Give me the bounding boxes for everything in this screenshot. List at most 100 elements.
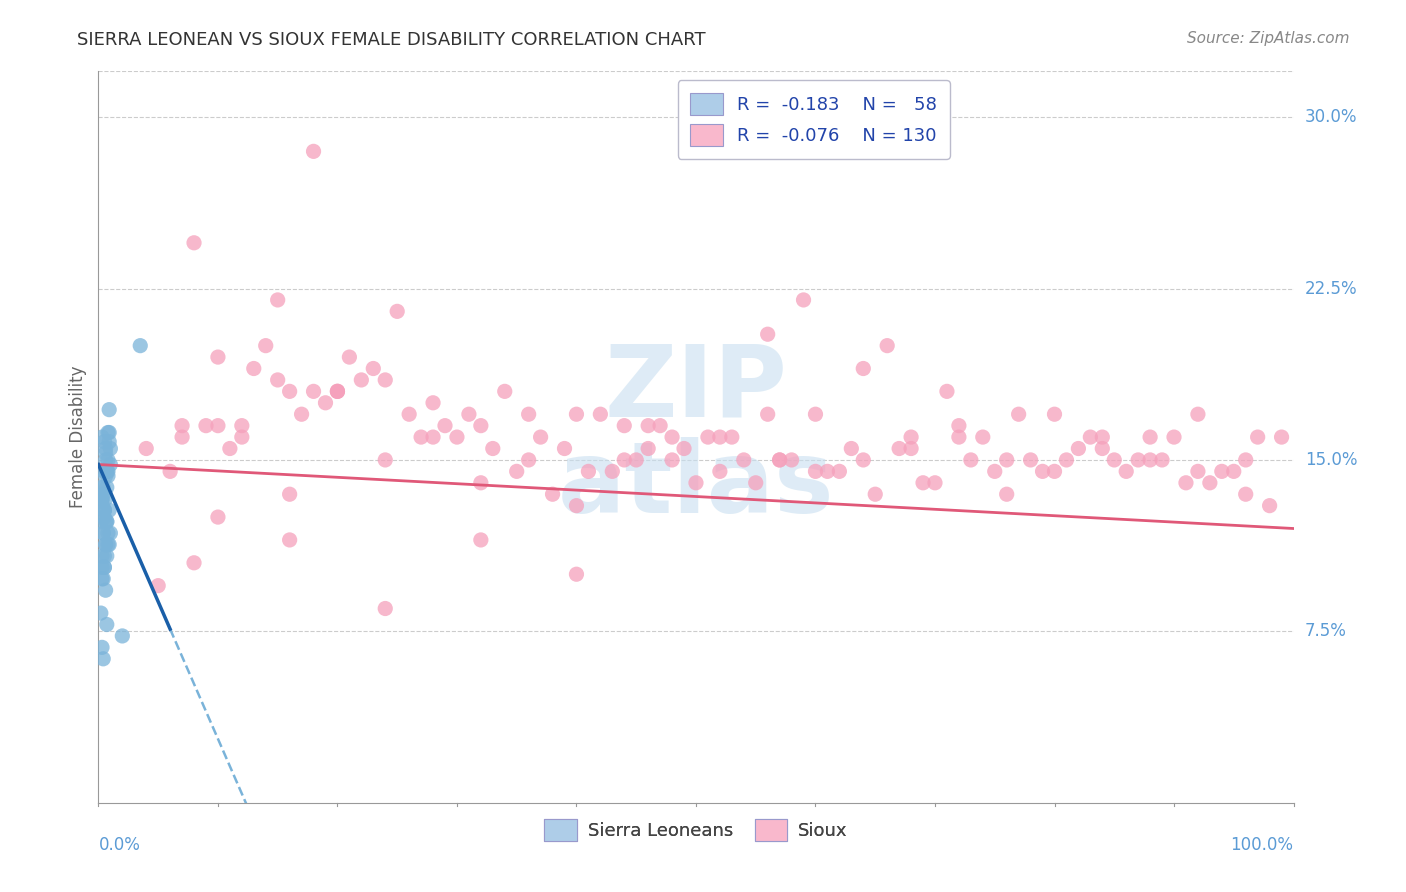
Point bbox=[1175, 475, 1198, 490]
Text: 22.5%: 22.5% bbox=[1305, 279, 1357, 298]
Legend: Sierra Leoneans, Sioux: Sierra Leoneans, Sioux bbox=[537, 812, 855, 848]
Point bbox=[972, 430, 994, 444]
Point bbox=[91, 526, 114, 541]
Point bbox=[1091, 442, 1114, 456]
Point bbox=[1247, 430, 1270, 444]
Point bbox=[613, 453, 636, 467]
Point bbox=[231, 418, 253, 433]
Point bbox=[828, 464, 851, 478]
Point bbox=[302, 384, 325, 399]
Point bbox=[1115, 464, 1137, 478]
Point bbox=[111, 629, 134, 643]
Text: atlas: atlas bbox=[558, 437, 834, 534]
Point bbox=[98, 526, 122, 541]
Point bbox=[374, 601, 396, 615]
Point bbox=[721, 430, 744, 444]
Point bbox=[93, 464, 115, 478]
Point bbox=[1128, 453, 1150, 467]
Point bbox=[97, 425, 120, 440]
Point bbox=[278, 533, 301, 547]
Point bbox=[648, 418, 672, 433]
Point bbox=[93, 434, 115, 449]
Point bbox=[91, 526, 114, 541]
Point bbox=[98, 503, 121, 517]
Point bbox=[172, 418, 194, 433]
Point bbox=[243, 361, 266, 376]
Point bbox=[852, 361, 875, 376]
Point bbox=[1008, 407, 1031, 421]
Point bbox=[148, 579, 170, 593]
Point bbox=[96, 480, 118, 494]
Point bbox=[602, 464, 624, 478]
Point bbox=[1187, 407, 1209, 421]
Point bbox=[1139, 430, 1161, 444]
Point bbox=[889, 442, 911, 456]
Point bbox=[530, 430, 553, 444]
Point bbox=[637, 442, 659, 456]
Point bbox=[90, 480, 112, 494]
Point bbox=[254, 338, 277, 352]
Point bbox=[374, 453, 396, 467]
Point bbox=[936, 384, 959, 399]
Point bbox=[1043, 407, 1066, 421]
Point bbox=[96, 464, 118, 478]
Point bbox=[91, 572, 114, 586]
Text: 0.0%: 0.0% bbox=[98, 836, 141, 854]
Text: 30.0%: 30.0% bbox=[1305, 108, 1357, 126]
Point bbox=[960, 453, 983, 467]
Point bbox=[470, 418, 492, 433]
Point bbox=[709, 464, 731, 478]
Point bbox=[374, 373, 396, 387]
Point bbox=[267, 293, 290, 307]
Point bbox=[98, 458, 122, 472]
Point bbox=[1152, 453, 1174, 467]
Point bbox=[93, 560, 115, 574]
Y-axis label: Female Disability: Female Disability bbox=[69, 366, 87, 508]
Point bbox=[626, 453, 648, 467]
Point bbox=[768, 453, 790, 467]
Point bbox=[1258, 499, 1281, 513]
Point bbox=[291, 407, 314, 421]
Point bbox=[506, 464, 529, 478]
Point bbox=[804, 464, 827, 478]
Point bbox=[94, 491, 117, 506]
Point bbox=[93, 503, 115, 517]
Text: SIERRA LEONEAN VS SIOUX FEMALE DISABILITY CORRELATION CHART: SIERRA LEONEAN VS SIOUX FEMALE DISABILIT… bbox=[77, 31, 706, 49]
Point bbox=[90, 515, 112, 529]
Point bbox=[756, 407, 779, 421]
Point bbox=[94, 442, 117, 456]
Point bbox=[995, 487, 1018, 501]
Point bbox=[780, 453, 803, 467]
Point bbox=[96, 549, 118, 563]
Text: ZIP: ZIP bbox=[605, 340, 787, 437]
Point bbox=[1163, 430, 1185, 444]
Point bbox=[302, 145, 325, 159]
Point bbox=[1234, 453, 1257, 467]
Point bbox=[1019, 453, 1042, 467]
Point bbox=[900, 442, 922, 456]
Point bbox=[90, 606, 112, 620]
Point bbox=[96, 617, 118, 632]
Point bbox=[815, 464, 838, 478]
Point bbox=[1271, 430, 1294, 444]
Point bbox=[91, 480, 114, 494]
Point bbox=[613, 418, 636, 433]
Point bbox=[984, 464, 1007, 478]
Point bbox=[207, 510, 229, 524]
Text: 15.0%: 15.0% bbox=[1305, 451, 1357, 469]
Point bbox=[207, 350, 229, 364]
Point bbox=[195, 418, 218, 433]
Point bbox=[97, 469, 120, 483]
Point bbox=[697, 430, 720, 444]
Point bbox=[1234, 487, 1257, 501]
Point bbox=[96, 464, 118, 478]
Point bbox=[339, 350, 361, 364]
Point bbox=[565, 567, 588, 582]
Point bbox=[841, 442, 863, 456]
Point bbox=[924, 475, 946, 490]
Point bbox=[673, 442, 696, 456]
Point bbox=[97, 453, 120, 467]
Point bbox=[685, 475, 707, 490]
Point bbox=[350, 373, 373, 387]
Point bbox=[315, 396, 337, 410]
